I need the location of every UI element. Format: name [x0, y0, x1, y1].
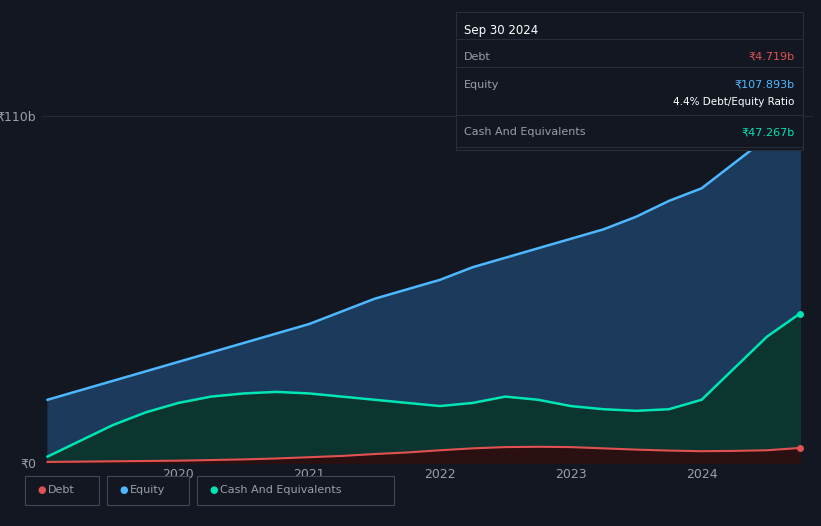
Text: Sep 30 2024: Sep 30 2024 — [464, 24, 538, 37]
Text: ●: ● — [37, 485, 45, 495]
Text: ₹107.893b: ₹107.893b — [735, 79, 795, 89]
Text: Equity: Equity — [130, 485, 165, 495]
Text: ₹4.719b: ₹4.719b — [749, 52, 795, 62]
Text: Debt: Debt — [48, 485, 75, 495]
Text: 4.4% Debt/Equity Ratio: 4.4% Debt/Equity Ratio — [673, 97, 795, 107]
Text: Debt: Debt — [464, 52, 491, 62]
Text: Cash And Equivalents: Cash And Equivalents — [220, 485, 342, 495]
Text: Equity: Equity — [464, 79, 499, 89]
Text: ₹47.267b: ₹47.267b — [741, 127, 795, 137]
Text: ●: ● — [209, 485, 218, 495]
Text: Cash And Equivalents: Cash And Equivalents — [464, 127, 585, 137]
Text: ●: ● — [119, 485, 127, 495]
